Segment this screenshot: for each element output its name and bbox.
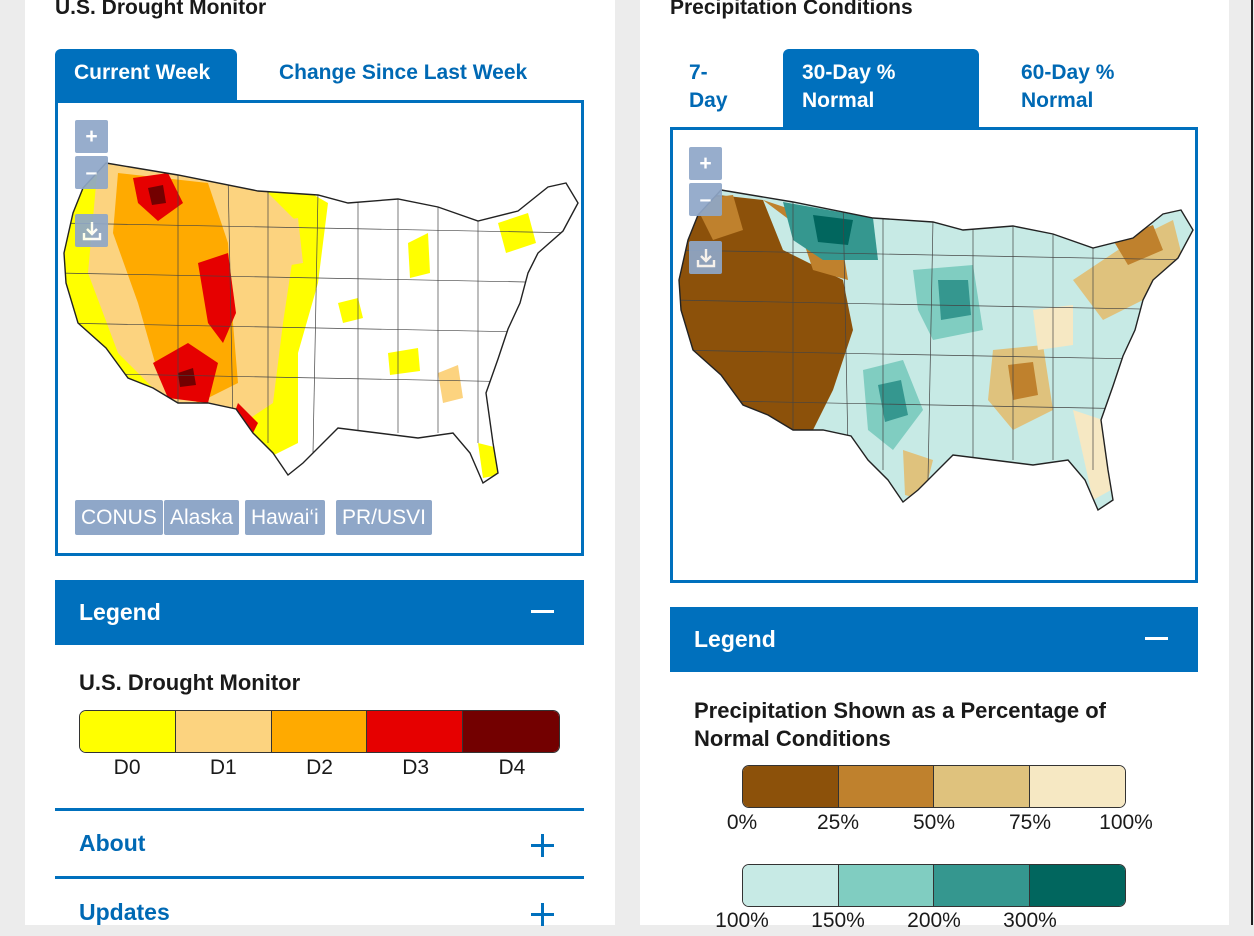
zoom-in-button[interactable]: +: [75, 120, 108, 153]
precipitation-card: Precipitation Conditions 7- Day 30-Day %…: [640, 0, 1229, 932]
dry-scale-swatch: [934, 766, 1030, 807]
tab-label-line2: Normal: [802, 89, 875, 112]
tab-label-line1: 7-: [689, 61, 708, 84]
expand-icon[interactable]: [531, 834, 554, 857]
precip-section-title: Precipitation Conditions: [670, 0, 913, 19]
dry-scale-tick-label: 75%: [1008, 811, 1052, 834]
wet-scale-tick-label: 100%: [715, 909, 769, 932]
tab-label-line1: 30-Day %: [802, 61, 896, 84]
drought-legend-swatches: [79, 710, 560, 753]
drought-section-title: U.S. Drought Monitor: [55, 0, 267, 19]
precip-legend-title: Precipitation Shown as a Percentage of N…: [694, 697, 1106, 753]
tab-label-line1: 60-Day %: [1021, 61, 1115, 84]
expand-icon[interactable]: [531, 903, 554, 926]
window-edge: [1251, 0, 1253, 925]
drought-map[interactable]: [58, 103, 581, 553]
drought-swatch-d4: [463, 711, 559, 752]
dry-scale-tick-label: 100%: [1099, 811, 1153, 834]
zoom-out-button[interactable]: –: [689, 183, 722, 216]
about-label: About: [79, 830, 146, 856]
drought-legend-header[interactable]: Legend: [55, 580, 584, 645]
precip-dry-scale: [742, 765, 1126, 808]
drought-swatch-d3: [367, 711, 464, 752]
region-button-pr-usvi[interactable]: PR/USVI: [336, 500, 433, 535]
region-button-hawaii[interactable]: Hawai‘i: [245, 500, 325, 535]
tab-label-line2: Normal: [1021, 89, 1094, 112]
wet-scale-swatch: [934, 865, 1030, 906]
wet-scale-swatch: [838, 865, 934, 906]
download-icon[interactable]: [75, 214, 108, 247]
drought-label-d1: D1: [209, 756, 237, 779]
drought-label-d2: D2: [306, 756, 333, 779]
tab-label-line2: Day: [689, 89, 728, 112]
legend-header-label: Legend: [694, 626, 776, 652]
drought-map-frame: + –: [55, 100, 584, 556]
wet-scale-swatch: [1029, 865, 1125, 906]
legend-header-label: Legend: [79, 599, 161, 625]
dry-scale-tick-label: 0%: [726, 811, 758, 834]
drought-label-d4: D4: [498, 756, 526, 779]
dry-scale-swatch: [838, 766, 934, 807]
region-button-alaska[interactable]: Alaska: [164, 500, 240, 535]
precip-map-frame: + –: [670, 127, 1198, 583]
drought-swatch-d1: [175, 711, 272, 752]
drought-label-d0: D0: [113, 756, 141, 779]
dry-scale-tick-label: 50%: [912, 811, 956, 834]
drought-swatch-d0: [80, 711, 176, 752]
collapse-icon[interactable]: [531, 610, 554, 613]
updates-accordion[interactable]: Updates: [55, 876, 584, 936]
legend-title-line1: Precipitation Shown as a Percentage of: [694, 698, 1106, 723]
wet-scale-swatch: [743, 865, 839, 906]
region-button-conus[interactable]: CONUS: [75, 500, 163, 535]
tab-change-since-last-week[interactable]: Change Since Last Week: [279, 61, 528, 84]
updates-label: Updates: [79, 899, 170, 925]
legend-title-line2: Normal Conditions: [694, 726, 891, 751]
drought-label-d3: D3: [402, 756, 430, 779]
dry-scale-swatch: [1029, 766, 1125, 807]
tab-30-day-normal[interactable]: 30-Day % Normal: [783, 49, 979, 129]
tab-7-day[interactable]: 7- Day: [670, 49, 780, 129]
collapse-icon[interactable]: [1145, 637, 1168, 640]
precip-wet-scale: [742, 864, 1126, 907]
zoom-in-button[interactable]: +: [689, 147, 722, 180]
precipitation-map[interactable]: [673, 130, 1195, 580]
drought-swatch-d2: [271, 711, 368, 752]
dry-scale-swatch: [743, 766, 839, 807]
about-accordion[interactable]: About: [55, 808, 584, 878]
wet-scale-tick-label: 150%: [811, 909, 865, 932]
precip-legend-header[interactable]: Legend: [670, 607, 1198, 672]
drought-monitor-card: U.S. Drought Monitor Current Week Change…: [25, 0, 615, 926]
dry-scale-tick-label: 25%: [816, 811, 860, 834]
download-icon[interactable]: [689, 241, 722, 274]
wet-scale-tick-label: 300%: [1003, 909, 1057, 932]
tab-60-day-normal[interactable]: 60-Day % Normal: [1002, 49, 1192, 129]
tab-current-week[interactable]: Current Week: [55, 49, 237, 101]
zoom-out-button[interactable]: –: [75, 156, 108, 189]
wet-scale-tick-label: 200%: [907, 909, 961, 932]
drought-legend-title: U.S. Drought Monitor: [79, 670, 301, 695]
